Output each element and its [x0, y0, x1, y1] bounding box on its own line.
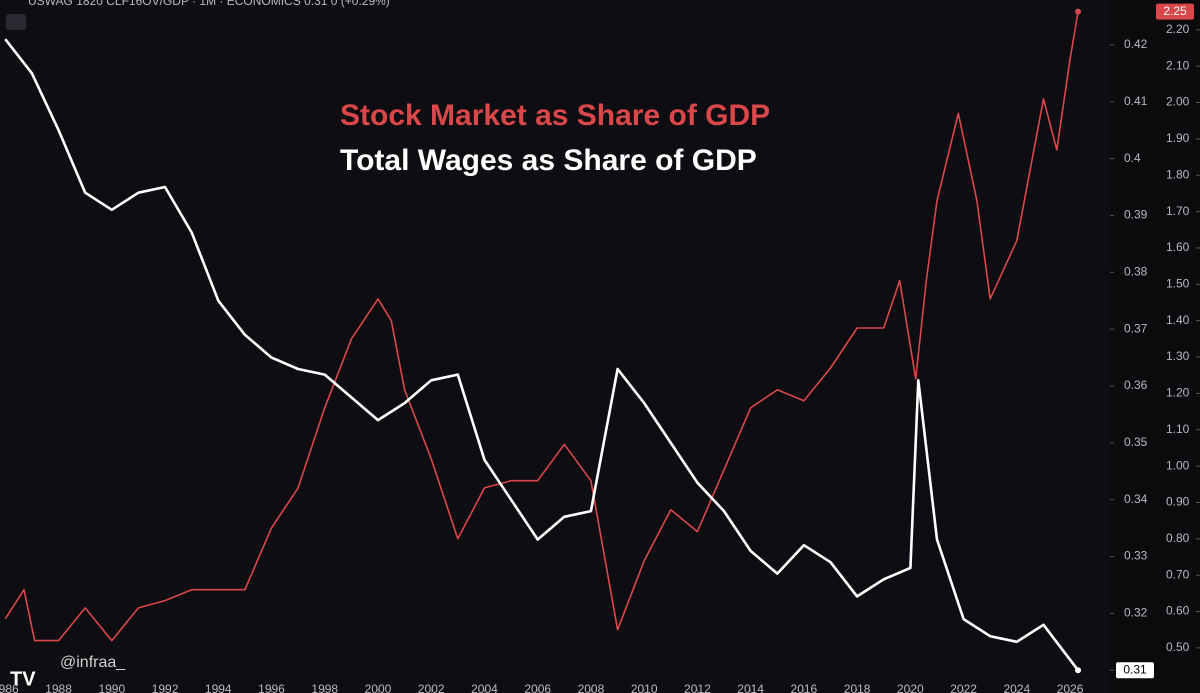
collapse-button[interactable] — [6, 14, 26, 30]
y-tick-label: 0.41 — [1124, 94, 1148, 108]
y2-tick-label: 0.70 — [1166, 567, 1190, 581]
logo: TV — [10, 668, 36, 690]
x-tick-label: 2024 — [1003, 682, 1030, 693]
y-tick-label: 0.36 — [1124, 378, 1148, 392]
y2-tick-label: 1.00 — [1166, 458, 1190, 472]
x-tick-label: 2022 — [950, 682, 977, 693]
x-tick-label: 2004 — [471, 682, 498, 693]
header: USWAG 1820 CLF16OV/GDP · 1M · ECONOMICS … — [28, 0, 390, 8]
y-tick-label: 0.34 — [1124, 492, 1148, 506]
y-tick-label: 0.4 — [1124, 151, 1141, 165]
x-tick-label: 2020 — [897, 682, 924, 693]
legend-entry: Total Wages as Share of GDP — [340, 144, 757, 177]
y-tick-label: 0.33 — [1124, 549, 1148, 563]
x-tick-label: 1998 — [311, 682, 338, 693]
y-tick-label: 0.37 — [1124, 321, 1148, 335]
legend-entry: Stock Market as Share of GDP — [340, 99, 770, 132]
y-tick-label: 0.35 — [1124, 435, 1148, 449]
y2-tick-label: 2.00 — [1166, 95, 1190, 109]
axis-panel — [1110, 0, 1200, 693]
y2-tick-label: 1.60 — [1166, 240, 1190, 254]
series-line — [4, 11, 1079, 642]
x-tick-label: 2026 — [1057, 682, 1084, 693]
last-value-label: 0.31 — [1123, 662, 1147, 676]
last-value-label: 2.25 — [1163, 4, 1187, 18]
y-tick-label: 0.42 — [1124, 37, 1148, 51]
y2-tick-label: 0.50 — [1166, 640, 1190, 654]
x-tick-label: 2002 — [418, 682, 445, 693]
y-tick-label: 0.32 — [1124, 606, 1148, 620]
y2-tick-label: 1.30 — [1166, 349, 1190, 363]
y2-tick-label: 1.80 — [1166, 167, 1190, 181]
x-tick-label: 2012 — [684, 682, 711, 693]
x-tick-label: 2006 — [524, 682, 551, 693]
y2-tick-label: 1.20 — [1166, 386, 1190, 400]
y2-tick-label: 1.90 — [1166, 131, 1190, 145]
x-tick-label: 1988 — [45, 682, 72, 693]
x-tick-label: 1992 — [152, 682, 179, 693]
last-value-badge — [1116, 662, 1154, 679]
x-tick-label: 1994 — [205, 682, 232, 693]
x-tick-label: 1986 — [0, 682, 19, 693]
x-tick-label: 2016 — [791, 682, 818, 693]
x-tick-label: 1990 — [98, 682, 125, 693]
y-tick-label: 0.38 — [1124, 264, 1148, 278]
x-tick-label: 2018 — [844, 682, 871, 693]
x-tick-label: 2000 — [365, 682, 392, 693]
watermark: @infraa_ — [60, 654, 126, 671]
y2-tick-label: 1.10 — [1166, 422, 1190, 436]
y2-tick-label: 0.90 — [1166, 495, 1190, 509]
last-point — [1075, 667, 1082, 674]
x-tick-label: 2014 — [737, 682, 764, 693]
y2-tick-label: 1.70 — [1166, 204, 1190, 218]
y2-tick-label: 2.10 — [1166, 58, 1190, 72]
x-tick-label: 2010 — [631, 682, 658, 693]
y2-tick-label: 0.80 — [1166, 531, 1190, 545]
x-tick-label: 2008 — [578, 682, 605, 693]
last-value-badge — [1156, 3, 1194, 20]
x-tick-label: 1996 — [258, 682, 285, 693]
last-point — [1075, 8, 1082, 15]
y2-tick-label: 1.40 — [1166, 313, 1190, 327]
y2-tick-label: 0.60 — [1166, 604, 1190, 618]
series-line — [4, 38, 1080, 672]
y2-tick-label: 1.50 — [1166, 276, 1190, 290]
y2-tick-label: 2.20 — [1166, 22, 1190, 36]
y-tick-label: 0.39 — [1124, 208, 1148, 222]
